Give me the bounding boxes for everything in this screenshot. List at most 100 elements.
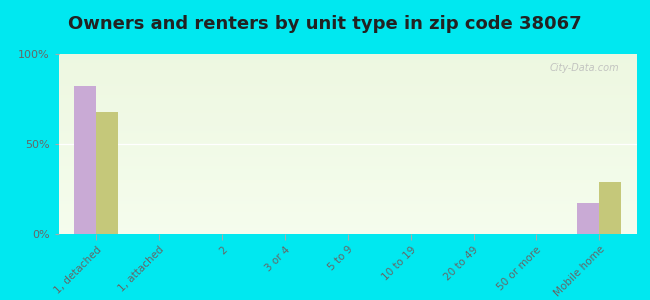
Bar xyxy=(58,168,637,169)
Bar xyxy=(58,151,637,152)
Bar xyxy=(58,135,637,136)
Bar xyxy=(58,97,637,98)
Bar xyxy=(58,136,637,137)
Bar xyxy=(58,109,637,110)
Bar xyxy=(58,60,637,61)
Bar xyxy=(58,81,637,82)
Bar xyxy=(58,166,637,167)
Bar xyxy=(58,72,637,73)
Bar xyxy=(58,71,637,72)
Bar xyxy=(58,141,637,142)
Bar xyxy=(58,88,637,89)
Bar xyxy=(58,117,637,118)
Bar xyxy=(58,79,637,80)
Bar xyxy=(58,220,637,221)
Bar xyxy=(58,217,637,218)
Bar xyxy=(58,115,637,116)
Bar xyxy=(58,233,637,234)
Bar xyxy=(58,144,637,145)
Bar xyxy=(58,123,637,124)
Bar xyxy=(58,131,637,132)
Bar xyxy=(58,180,637,181)
Bar xyxy=(58,90,637,91)
Bar xyxy=(58,70,637,71)
Bar xyxy=(58,214,637,215)
Bar xyxy=(58,105,637,106)
Bar xyxy=(58,167,637,168)
Bar xyxy=(58,226,637,227)
Bar xyxy=(58,85,637,86)
Bar xyxy=(58,224,637,225)
Bar xyxy=(58,128,637,129)
Bar xyxy=(58,163,637,164)
Text: Owners and renters by unit type in zip code 38067: Owners and renters by unit type in zip c… xyxy=(68,15,582,33)
Bar xyxy=(58,189,637,190)
Bar xyxy=(58,142,637,143)
Bar xyxy=(58,106,637,107)
Bar xyxy=(58,228,637,229)
Bar xyxy=(58,192,637,193)
Bar xyxy=(58,215,637,216)
Bar xyxy=(58,130,637,131)
Bar xyxy=(58,149,637,150)
Bar xyxy=(58,86,637,87)
Bar xyxy=(58,194,637,195)
Bar xyxy=(58,58,637,59)
Bar xyxy=(58,183,637,184)
Bar xyxy=(58,143,637,144)
Bar xyxy=(58,66,637,67)
Bar xyxy=(58,187,637,188)
Bar xyxy=(58,229,637,230)
Bar xyxy=(58,182,637,183)
Bar xyxy=(58,101,637,102)
Bar xyxy=(58,59,637,60)
Bar xyxy=(58,154,637,155)
Bar xyxy=(58,175,637,176)
Bar xyxy=(58,63,637,64)
Bar xyxy=(58,159,637,160)
Bar xyxy=(58,129,637,130)
Bar xyxy=(58,193,637,194)
Bar xyxy=(58,199,637,200)
Bar xyxy=(58,78,637,79)
Bar xyxy=(58,184,637,185)
Bar xyxy=(58,100,637,101)
Bar xyxy=(58,162,637,163)
Bar xyxy=(58,64,637,65)
Bar xyxy=(58,160,637,161)
Bar xyxy=(58,127,637,128)
Bar xyxy=(58,95,637,96)
Bar xyxy=(58,114,637,115)
Bar xyxy=(58,76,637,77)
Bar xyxy=(58,132,637,133)
Bar xyxy=(58,122,637,123)
Bar xyxy=(58,211,637,212)
Bar xyxy=(58,176,637,177)
Bar xyxy=(58,146,637,147)
Bar xyxy=(58,225,637,226)
Bar xyxy=(58,231,637,232)
Bar xyxy=(58,92,637,93)
Bar xyxy=(96,112,118,234)
Bar xyxy=(58,93,637,94)
Text: City-Data.com: City-Data.com xyxy=(550,63,619,73)
Bar xyxy=(58,218,637,219)
Bar xyxy=(58,203,637,204)
Bar xyxy=(58,205,637,206)
Bar xyxy=(58,145,637,146)
Bar xyxy=(58,198,637,199)
Bar xyxy=(58,230,637,231)
Bar xyxy=(58,83,637,84)
Bar xyxy=(58,171,637,172)
Bar xyxy=(58,190,637,191)
Bar xyxy=(58,120,637,121)
Bar xyxy=(74,86,96,234)
Bar xyxy=(58,185,637,186)
Bar xyxy=(58,165,637,166)
Bar xyxy=(58,221,637,222)
Bar xyxy=(58,55,637,56)
Bar xyxy=(58,174,637,175)
Bar xyxy=(58,54,637,55)
Bar xyxy=(58,104,637,105)
Bar xyxy=(58,178,637,179)
